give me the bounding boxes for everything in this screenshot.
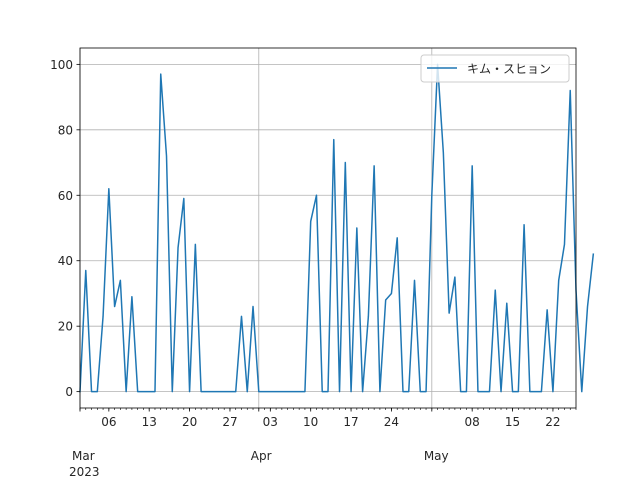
x-week-tick-label: 27 <box>222 415 237 429</box>
x-month-label: Apr <box>251 449 272 463</box>
x-week-tick-label: 03 <box>263 415 278 429</box>
y-tick-label: 0 <box>65 385 73 399</box>
x-week-tick-label: 20 <box>182 415 197 429</box>
y-tick-label: 80 <box>58 123 73 137</box>
y-tick-label: 20 <box>58 320 73 334</box>
y-tick-label: 40 <box>58 254 73 268</box>
legend-box <box>420 54 570 83</box>
y-tick-label: 100 <box>50 58 73 72</box>
x-week-tick-label: 24 <box>384 415 399 429</box>
x-month-label: May <box>424 449 449 463</box>
x-axis-year-label: 2023 <box>69 465 100 479</box>
y-axis-ticks: 0 20 40 60 80 100 <box>50 58 80 399</box>
x-week-tick-label: 06 <box>101 415 116 429</box>
legend-label: キム・スヒョン <box>467 62 551 76</box>
legend: キム・スヒョン <box>420 54 570 83</box>
x-week-tick-label: 17 <box>343 415 358 429</box>
x-axis-ticks: Mar Apr May 06 13 20 27 03 10 17 24 08 15 22 <box>72 408 577 463</box>
x-week-tick-label: 10 <box>303 415 318 429</box>
x-week-tick-label: 22 <box>545 415 560 429</box>
x-week-tick-label: 08 <box>465 415 480 429</box>
x-week-tick-label: 15 <box>505 415 520 429</box>
y-tick-label: 60 <box>58 189 73 203</box>
x-month-label: Mar <box>72 449 95 463</box>
x-week-tick-label: 13 <box>142 415 157 429</box>
series-line <box>79 63 595 393</box>
